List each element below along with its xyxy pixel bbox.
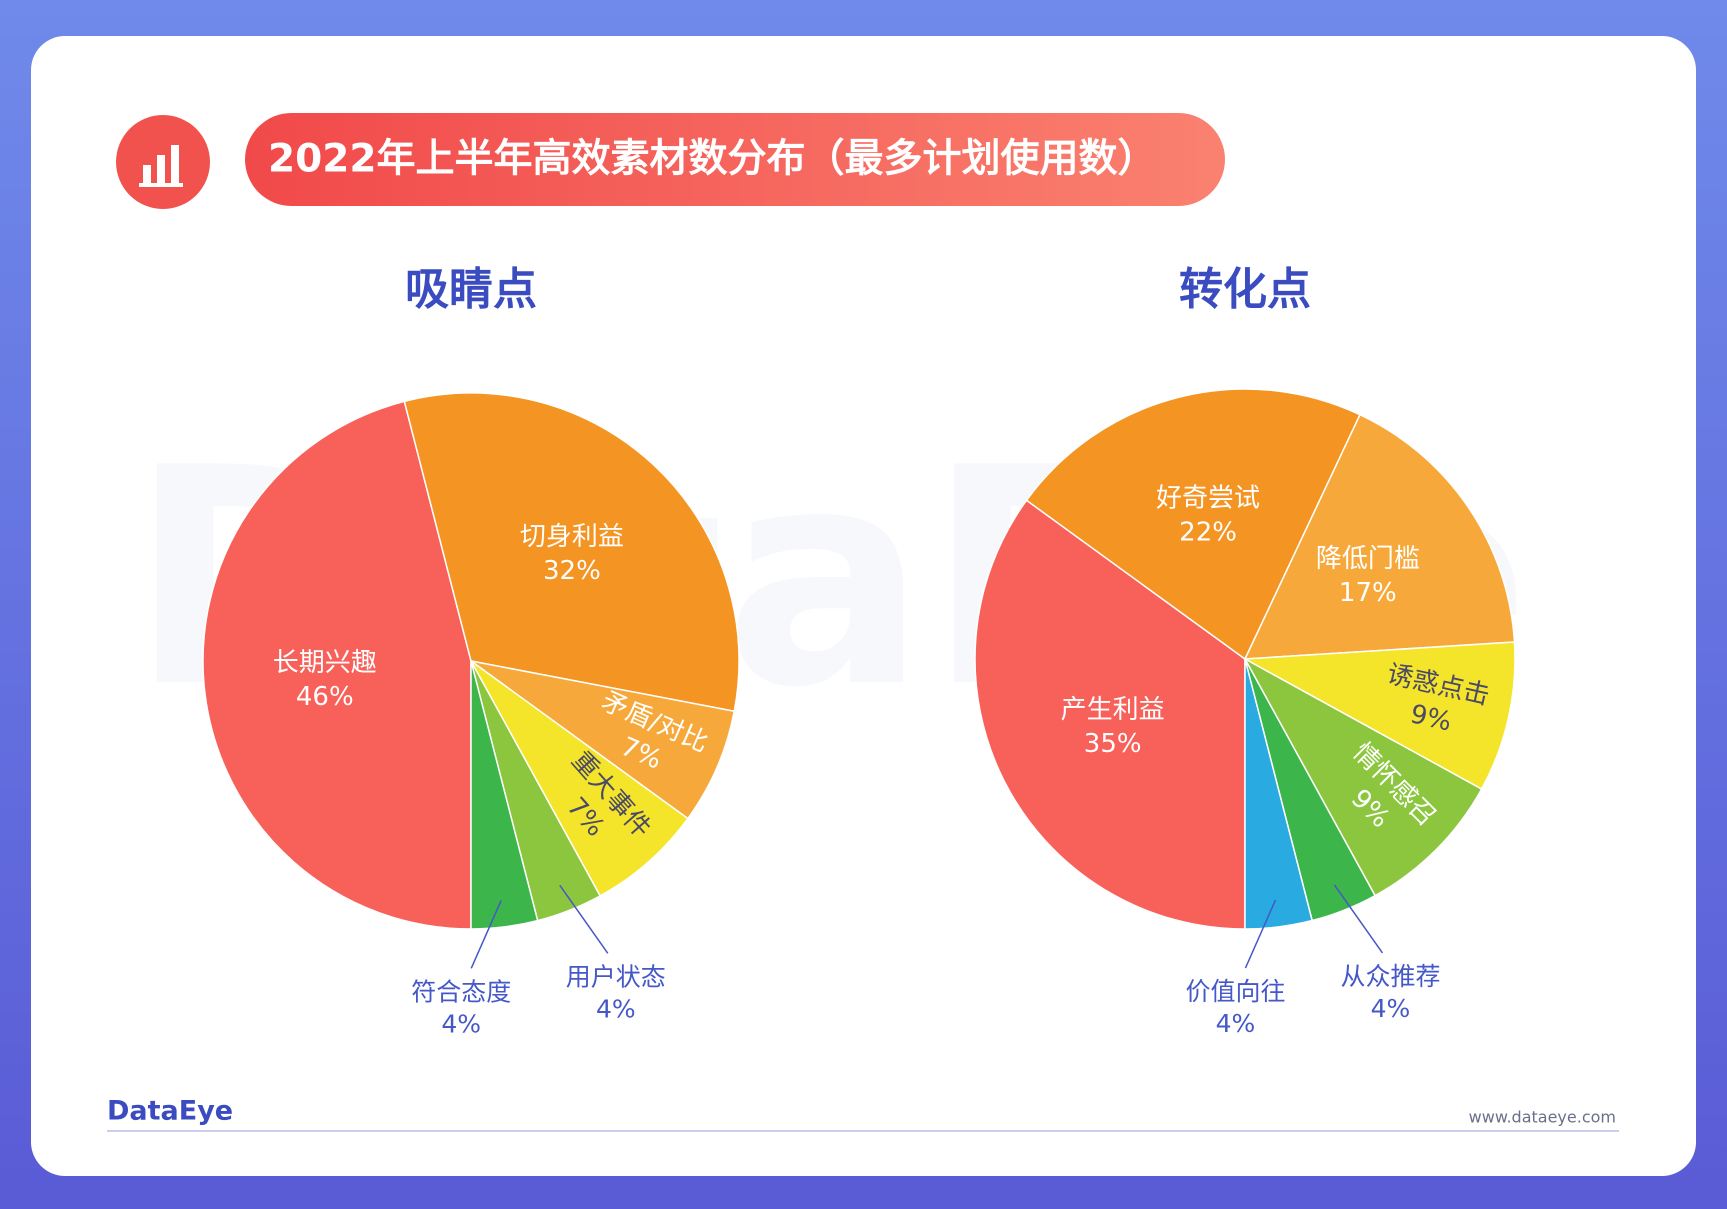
value-label: 32% — [543, 556, 601, 586]
title: 2022年上半年高效素材数分布（最多计划使用数） — [268, 137, 1157, 182]
title-pill — [245, 113, 1225, 206]
value-label: 4% — [596, 994, 636, 1023]
slice-label: 用户状态 — [566, 962, 666, 991]
pie-slice — [1242, 641, 1516, 791]
value-label: 22% — [1179, 518, 1237, 548]
pie-slice — [403, 392, 740, 713]
value-label: 4% — [1216, 1009, 1256, 1038]
pie-slice — [1243, 413, 1516, 660]
title-icon-glyph — [139, 145, 183, 187]
pie-slice — [1244, 658, 1314, 930]
pie-slice — [974, 499, 1246, 930]
leader-line — [559, 884, 609, 954]
leader-line — [1333, 884, 1384, 954]
slice-label: 从众推荐 — [1340, 962, 1440, 991]
pie-slice — [202, 400, 472, 930]
slice-label: 符合态度 — [411, 977, 511, 1006]
slice-label: 价值向往 — [1185, 977, 1285, 1006]
value-label: 4% — [1371, 994, 1411, 1023]
pie-slice — [1243, 657, 1483, 897]
leader-line — [1244, 899, 1277, 969]
value-label: 17% — [1339, 578, 1397, 608]
slice-label: 长期兴趣 — [273, 648, 377, 678]
slice-label: 降低门槛 — [1316, 544, 1420, 574]
value-label: 46% — [296, 682, 354, 712]
value-label: 4% — [441, 1009, 481, 1038]
footer-url: www.dataeye.com — [1469, 1108, 1616, 1127]
pie-slice — [470, 660, 689, 897]
slice-label: 好奇尝试 — [1156, 484, 1260, 514]
pie-slice — [470, 660, 736, 820]
value-label: 35% — [1084, 729, 1142, 759]
slice-label: 产生利益 — [1061, 695, 1165, 725]
leader-line — [470, 899, 502, 969]
chart-title: 转化点 — [1179, 264, 1311, 315]
chart-title: 吸睛点 — [405, 264, 537, 315]
slice-label: 切身利益 — [520, 522, 624, 552]
pie-slice — [470, 660, 539, 930]
footer-brand: DataEye — [107, 1096, 233, 1127]
